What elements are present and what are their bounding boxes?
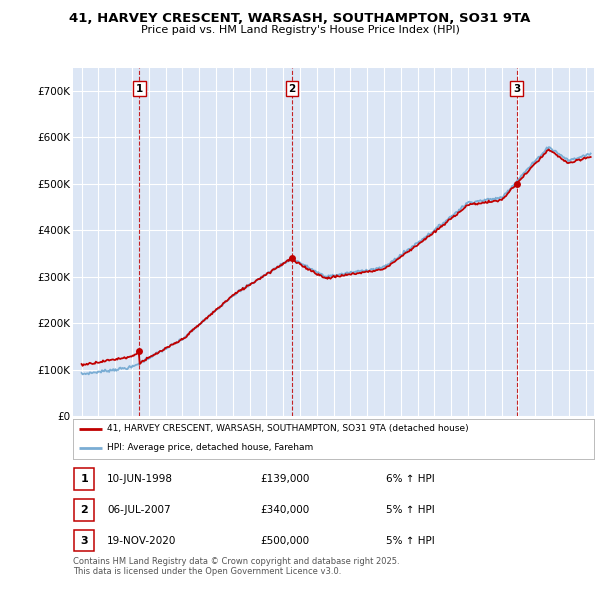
Text: 3: 3 xyxy=(80,536,88,546)
Text: 19-NOV-2020: 19-NOV-2020 xyxy=(107,536,176,546)
Text: 5% ↑ HPI: 5% ↑ HPI xyxy=(386,536,434,546)
Text: £139,000: £139,000 xyxy=(260,474,310,484)
Text: 5% ↑ HPI: 5% ↑ HPI xyxy=(386,505,434,515)
Text: 6% ↑ HPI: 6% ↑ HPI xyxy=(386,474,434,484)
Text: 1: 1 xyxy=(80,474,88,484)
Text: 2: 2 xyxy=(288,84,295,93)
Text: 10-JUN-1998: 10-JUN-1998 xyxy=(107,474,173,484)
Text: 3: 3 xyxy=(513,84,520,93)
Text: 06-JUL-2007: 06-JUL-2007 xyxy=(107,505,170,515)
Text: 1: 1 xyxy=(136,84,143,93)
Bar xyxy=(74,468,94,490)
Text: £340,000: £340,000 xyxy=(260,505,310,515)
Text: HPI: Average price, detached house, Fareham: HPI: Average price, detached house, Fare… xyxy=(107,443,313,453)
Text: 41, HARVEY CRESCENT, WARSASH, SOUTHAMPTON, SO31 9TA: 41, HARVEY CRESCENT, WARSASH, SOUTHAMPTO… xyxy=(70,12,530,25)
Text: £500,000: £500,000 xyxy=(260,536,310,546)
Text: Contains HM Land Registry data © Crown copyright and database right 2025.
This d: Contains HM Land Registry data © Crown c… xyxy=(73,557,400,576)
Text: Price paid vs. HM Land Registry's House Price Index (HPI): Price paid vs. HM Land Registry's House … xyxy=(140,25,460,35)
Bar xyxy=(74,530,94,551)
Text: 2: 2 xyxy=(80,505,88,515)
Text: 41, HARVEY CRESCENT, WARSASH, SOUTHAMPTON, SO31 9TA (detached house): 41, HARVEY CRESCENT, WARSASH, SOUTHAMPTO… xyxy=(107,424,469,434)
Bar xyxy=(74,499,94,520)
